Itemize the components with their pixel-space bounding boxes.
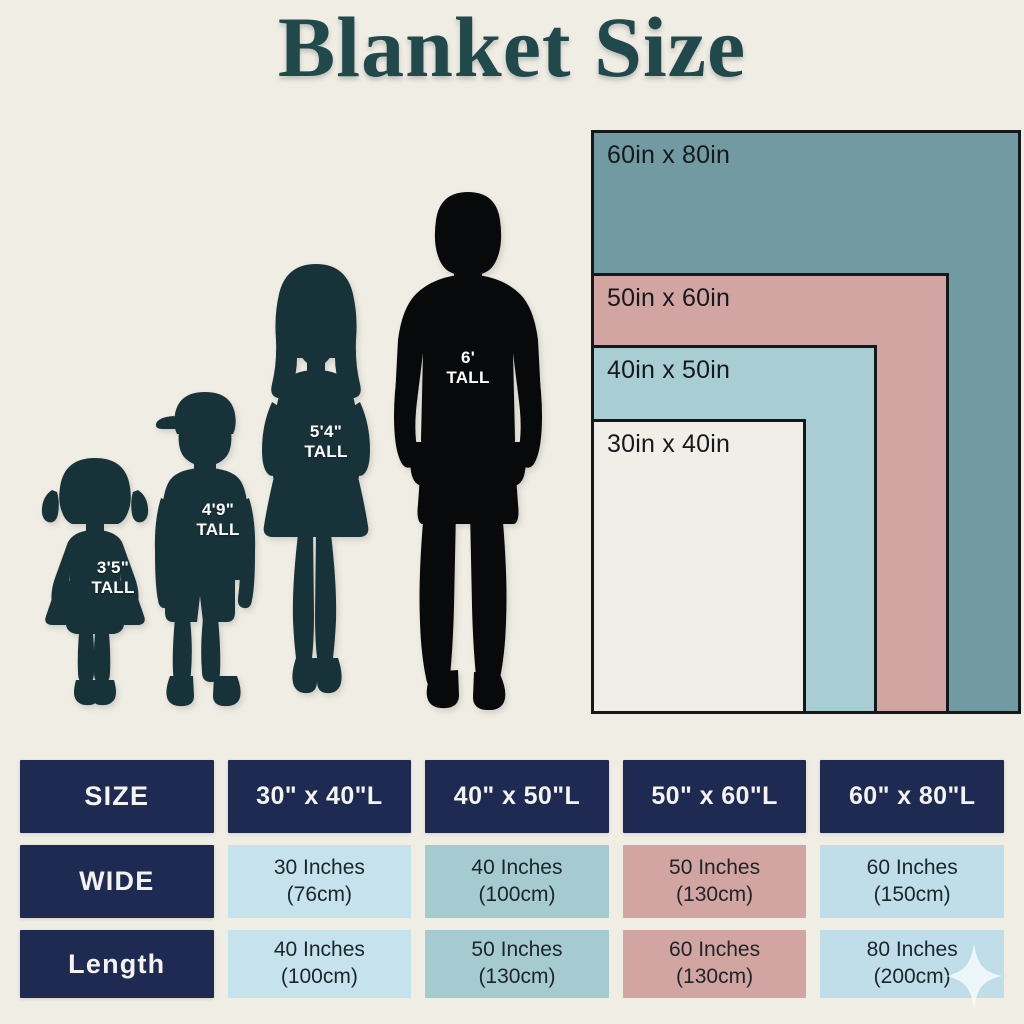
blanket-rect-30x40: 30in x 40in [591,419,806,714]
table-row-length: Length 40 Inches (100cm) 50 Inches (130c… [20,930,1004,998]
blanket-label-50x60: 50in x 60in [607,284,731,312]
size-table: SIZE 30" x 40"L 40" x 50"L 50" x 60"L 60… [20,760,1004,1010]
header-cell-60x80: 60" x 80"L [820,760,1004,833]
silhouette-woman: 5'4" TALL [258,262,374,710]
row-label-length: Length [20,930,214,998]
page-title: Blanket Size [276,0,747,95]
row-label-size: SIZE [20,760,214,833]
table-row-wide: WIDE 30 Inches (76cm) 40 Inches (100cm) … [20,845,1004,918]
wide-cell-50x60: 50 Inches (130cm) [622,845,807,918]
length-cell-60x80: 80 Inches (200cm) [820,930,1004,998]
silhouette-man: 6' TALL [378,190,558,710]
table-row-size: SIZE 30" x 40"L 40" x 50"L 50" x 60"L 60… [20,760,1004,833]
header-cell-30x40: 30" x 40"L [227,760,412,833]
blanket-label-30x40: 30in x 40in [607,430,731,458]
blanket-label-40x50: 40in x 50in [607,356,731,384]
wide-cell-60x80: 60 Inches (150cm) [820,845,1004,918]
wide-cell-30x40: 30 Inches (76cm) [227,845,412,918]
length-cell-50x60: 60 Inches (130cm) [622,930,807,998]
blanket-label-60x80: 60in x 80in [607,141,731,169]
length-cell-30x40: 40 Inches (100cm) [227,930,412,998]
header-cell-50x60: 50" x 60"L [622,760,807,833]
wide-cell-40x50: 40 Inches (100cm) [425,845,609,918]
header-cell-40x50: 40" x 50"L [425,760,609,833]
length-cell-40x50: 50 Inches (130cm) [425,930,609,998]
row-label-wide: WIDE [20,845,214,918]
